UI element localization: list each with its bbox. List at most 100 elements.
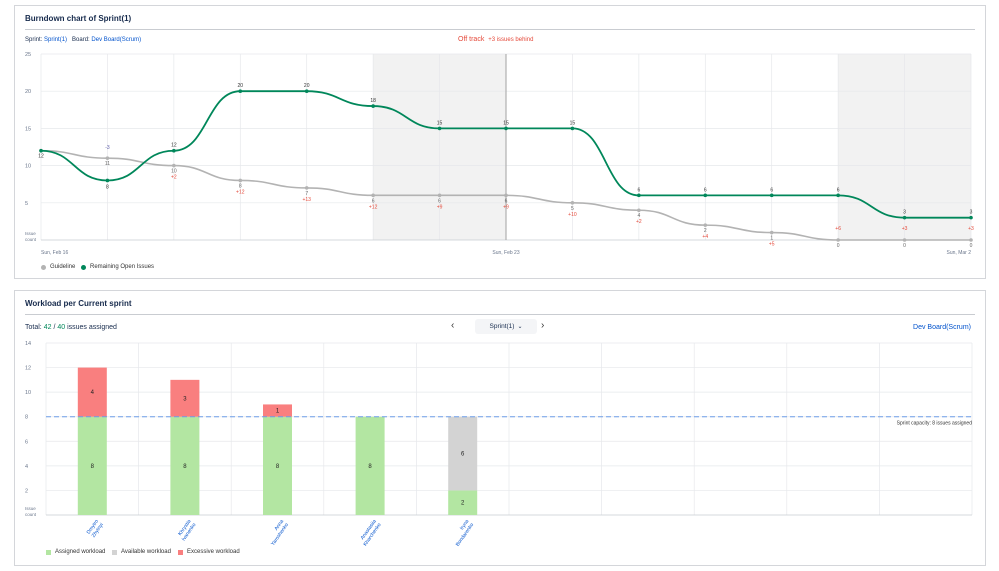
guideline-delta-label-8: +10 — [568, 212, 577, 218]
y-axis-title-2: count — [25, 237, 37, 242]
remaining-top-delta-13: +3 — [902, 226, 908, 232]
guideline-value-label-9: 4 — [637, 213, 640, 219]
guideline-value-label-10: 2 — [704, 228, 707, 234]
remaining-value-label-12: 6 — [837, 187, 840, 193]
guideline-value-label-3: 8 — [239, 183, 242, 189]
point-s0-7 — [504, 193, 508, 198]
guideline-value-label-7: 6 — [505, 198, 508, 204]
guideline-swatch — [41, 264, 46, 270]
category-label-part: Anna — [274, 519, 286, 532]
sprint-link[interactable]: Sprint(1) — [44, 37, 68, 43]
legend-available[interactable]: Available workload — [112, 549, 171, 555]
remaining-value-label-6: 15 — [437, 120, 443, 126]
remaining-value-label-8: 15 — [570, 120, 576, 126]
remaining-value-label-2: 12 — [171, 143, 177, 149]
workload-board-link[interactable]: Dev Board(Scrum) — [913, 324, 971, 331]
point-s0-5 — [371, 193, 375, 198]
guideline-value-label-8: 5 — [571, 206, 574, 212]
bar-value-label-2-1: 3 — [183, 396, 187, 402]
board-link[interactable]: Dev Board(Scrum) — [91, 37, 142, 43]
workload-chart: 2468101214Issuecount84DmytroZhytnyi83Khr… — [25, 341, 973, 548]
guideline-delta-label-3: +12 — [236, 189, 245, 195]
prev-sprint-button[interactable]: ‹ — [451, 320, 455, 331]
remaining-value-label-9: 6 — [637, 187, 640, 193]
total-label: Total: — [25, 324, 42, 331]
y-tick-label-5: 5 — [25, 201, 28, 207]
sprint-board-info: Sprint: Sprint(1) Board: Dev Board(Scrum… — [25, 37, 141, 43]
point-s1-12 — [836, 193, 840, 198]
bar-segment-1-4 — [448, 416, 478, 491]
bar-value-label-0-4: 2 — [461, 501, 465, 507]
legend-available-label: Available workload — [121, 549, 171, 555]
point-s0-13 — [902, 238, 907, 242]
guideline-delta-label-2: +2 — [171, 175, 177, 181]
status-detail: +3 issues behind — [488, 37, 534, 43]
point-s1-7 — [504, 126, 508, 131]
guideline-value-label-14: 0 — [970, 243, 973, 249]
bar-segment-2-2 — [263, 404, 292, 417]
legend-excessive[interactable]: Excessive workload — [178, 549, 240, 555]
legend-guideline[interactable]: Guideline — [41, 264, 75, 270]
guideline-value-label-13: 0 — [903, 243, 906, 249]
remaining-value-label-13: 3 — [903, 210, 906, 216]
next-sprint-button[interactable]: › — [541, 320, 545, 331]
point-s1-2 — [172, 148, 176, 153]
category-label-part: Iryna — [459, 519, 470, 532]
bar-segment-0-2 — [263, 416, 292, 515]
legend-remaining-label: Remaining Open Issues — [90, 264, 155, 270]
category-label-1: KhrystiaIvanenko — [176, 519, 198, 543]
guideline-value-label-5: 6 — [372, 198, 375, 204]
guideline-value-label-1: 11 — [105, 161, 110, 167]
y-tick-label-12: 12 — [25, 366, 31, 372]
point-s1-9 — [637, 193, 641, 198]
total-assigned-count: 42 — [43, 324, 52, 331]
remaining-swatch — [81, 264, 86, 270]
category-label-2: AnnaYaroshenko — [265, 519, 290, 548]
point-s0-8 — [570, 201, 575, 205]
bar-segment-2-0 — [77, 367, 107, 417]
bar-value-label-2-0: 4 — [91, 390, 95, 396]
point-s0-1 — [105, 156, 110, 160]
legend-assigned[interactable]: Assigned workload — [46, 549, 105, 555]
legend-guideline-label: Guideline — [50, 264, 76, 270]
guideline-value-label-2: 10 — [171, 169, 177, 175]
point-s0-4 — [304, 186, 309, 190]
remaining-value-label-1: 8 — [106, 184, 109, 190]
bar-value-label-0-1: 8 — [183, 464, 187, 470]
category-label-4: IrynaBondarenko — [450, 519, 475, 548]
board-label: Board: — [72, 37, 90, 43]
legend-remaining[interactable]: Remaining Open Issues — [81, 264, 154, 270]
remaining-value-label-7: 15 — [503, 120, 509, 126]
point-s1-5 — [371, 104, 375, 108]
remaining-value-label-10: 6 — [704, 187, 707, 193]
remaining-top-delta-14: +3 — [968, 226, 974, 232]
guideline-delta-label-7: +9 — [503, 204, 509, 210]
guideline-delta-label-10: +4 — [702, 234, 708, 240]
series-line-1 — [40, 90, 971, 219]
bar-value-label-0-0: 8 — [91, 464, 95, 470]
excessive-swatch — [178, 549, 183, 555]
guideline-value-label-12: 0 — [837, 243, 840, 249]
bar-segment-0-0 — [77, 416, 107, 515]
bar-value-label-1-4: 6 — [461, 452, 465, 458]
point-s1-3 — [238, 89, 243, 93]
x-tick-label-0: Sun, Feb 16 — [41, 250, 68, 256]
status-indicator: Off track +3 issues behind — [458, 36, 533, 43]
point-s0-11 — [769, 230, 774, 235]
burndown-title: Burndown chart of Sprint(1) — [25, 14, 132, 23]
workload-panel: Workload per Current sprint Total: 42 / … — [14, 290, 986, 566]
point-s1-8 — [570, 126, 575, 131]
remaining-value-label-0: 12 — [38, 154, 44, 160]
bar-value-label-0-2: 8 — [276, 464, 280, 470]
legend-excessive-label: Excessive workload — [187, 549, 240, 555]
point-s0-2 — [172, 163, 176, 168]
assigned-swatch — [46, 549, 51, 555]
sprint-selector[interactable]: Sprint(1) ⌄ — [475, 319, 537, 334]
bar-segment-2-1 — [170, 379, 200, 417]
y-tick-label-15: 15 — [25, 126, 31, 132]
y-tick-label-25: 25 — [25, 52, 31, 58]
guideline-delta-label-9: +2 — [636, 219, 642, 225]
y-tick-label-8: 8 — [25, 415, 28, 421]
point-s1-1 — [105, 178, 110, 183]
